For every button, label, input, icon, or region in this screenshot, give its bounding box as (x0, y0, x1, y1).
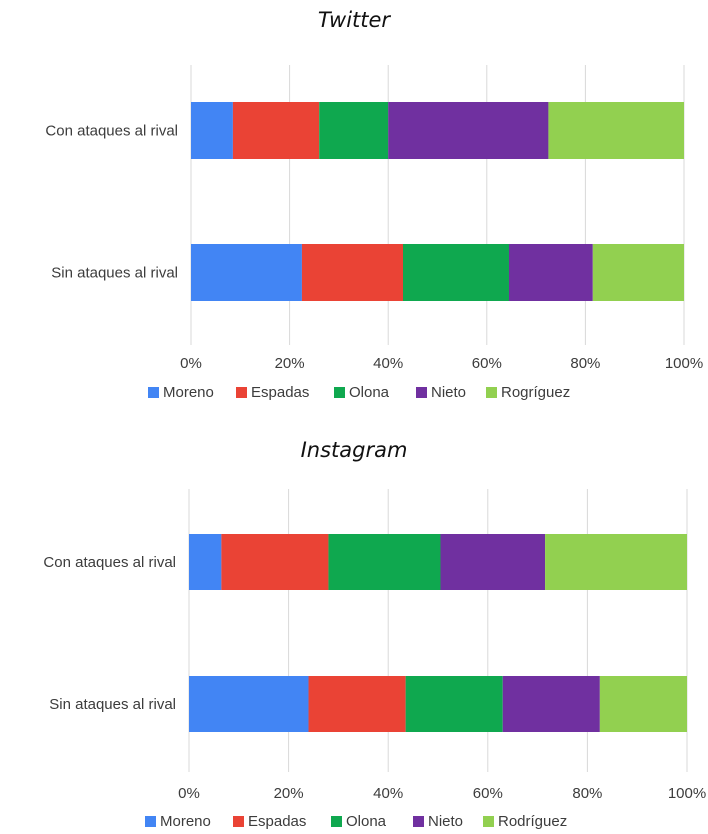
bar-segment-espadas (308, 676, 406, 732)
bar-segment-olona (405, 676, 503, 732)
legend-swatch-nieto (416, 387, 427, 398)
bar-segment-espadas (221, 534, 329, 590)
category-label: Sin ataques al rival (49, 696, 176, 713)
x-tick-label: 100% (665, 355, 703, 372)
legend-swatch-moreno (148, 387, 159, 398)
legend-swatch-olona (331, 816, 342, 827)
legend-label-olona: Olona (349, 384, 390, 401)
bar-segment-nieto (502, 676, 600, 732)
legend-swatch-nieto (413, 816, 424, 827)
bar-segment-nieto (440, 534, 546, 590)
legend-swatch-moreno (145, 816, 156, 827)
legend-swatch-espadas (233, 816, 244, 827)
chart-title-twitter: Twitter (317, 8, 391, 32)
legend-swatch-olona (334, 387, 345, 398)
legend-swatch-espadas (236, 387, 247, 398)
bar-segment-espadas (232, 102, 320, 159)
chart-instagram: 0% 20% 40% 60% 80% 100% Con ataques al rival Si… (43, 489, 706, 830)
x-tick-label: 100% (668, 785, 706, 802)
x-tick-label: 80% (570, 355, 600, 372)
x-tick-label: 20% (275, 355, 305, 372)
legend-label-espadas: Espadas (251, 384, 309, 401)
legend-swatch-rodriguez (486, 387, 497, 398)
category-label: Con ataques al rival (45, 123, 178, 140)
legend-swatch-rodriguez (483, 816, 494, 827)
legend-label-rodriguez: Rogríguez (501, 384, 570, 401)
bar-segment-moreno (189, 534, 222, 590)
legend-label-espadas: Espadas (248, 813, 306, 830)
bar-segment-rodriguez (545, 534, 687, 590)
legend-label-rodriguez: Rodríguez (498, 813, 567, 830)
x-tick-label: 0% (180, 355, 202, 372)
legend-label-moreno: Moreno (163, 384, 214, 401)
legend-label-moreno: Moreno (160, 813, 211, 830)
bar-segment-moreno (191, 102, 233, 159)
bar-segment-rodriguez (592, 244, 684, 301)
bar-segment-espadas (301, 244, 403, 301)
x-tick-label: 0% (178, 785, 200, 802)
bar-segment-rodriguez (599, 676, 687, 732)
x-tick-label: 80% (572, 785, 602, 802)
bar-segment-moreno (189, 676, 309, 732)
x-tick-label: 40% (373, 785, 403, 802)
bar-segment-nieto (508, 244, 593, 301)
bar-segment-nieto (388, 102, 549, 159)
legend-label-olona: Olona (346, 813, 387, 830)
x-tick-label: 60% (472, 355, 502, 372)
bar-segment-olona (402, 244, 509, 301)
chart-twitter: 0% 20% 40% 60% 80% 100% Con ataques al rival Si… (45, 65, 703, 401)
chart-title-instagram: Instagram (300, 438, 408, 462)
x-tick-label: 40% (373, 355, 403, 372)
category-label: Con ataques al rival (43, 554, 176, 571)
bar-segment-rodriguez (548, 102, 684, 159)
legend-label-nieto: Nieto (431, 384, 466, 401)
category-label: Sin ataques al rival (51, 265, 178, 282)
bar-segment-olona (328, 534, 441, 590)
x-tick-label: 20% (274, 785, 304, 802)
x-tick-label: 60% (473, 785, 503, 802)
legend-label-nieto: Nieto (428, 813, 463, 830)
bar-segment-moreno (191, 244, 302, 301)
bar-segment-olona (319, 102, 389, 159)
